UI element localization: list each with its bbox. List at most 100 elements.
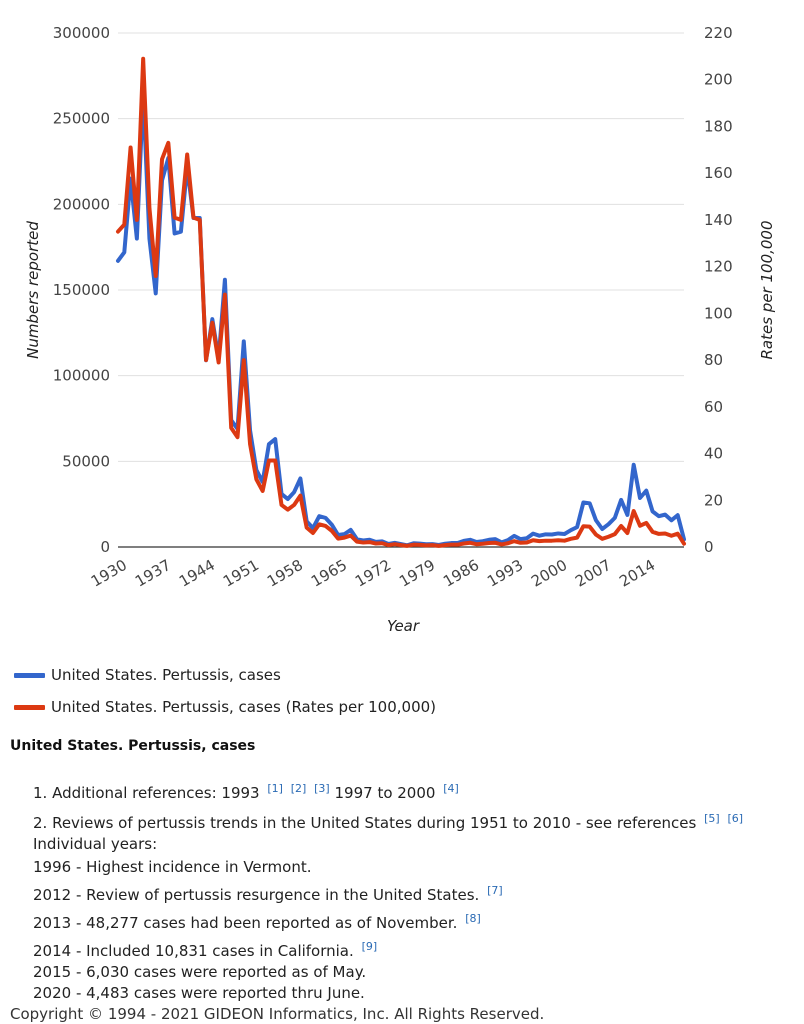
data-point[interactable] <box>644 521 648 525</box>
data-point[interactable] <box>286 508 290 512</box>
data-point[interactable] <box>651 530 655 534</box>
data-point[interactable] <box>651 509 655 513</box>
data-point[interactable] <box>613 532 617 536</box>
data-point[interactable] <box>625 513 629 517</box>
data-point[interactable] <box>317 514 321 518</box>
data-point[interactable] <box>122 223 126 227</box>
data-point[interactable] <box>443 543 447 547</box>
data-point[interactable] <box>317 522 321 526</box>
data-point[interactable] <box>537 539 541 543</box>
data-point[interactable] <box>412 543 416 547</box>
reference-link-9[interactable]: [9] <box>361 940 378 953</box>
data-point[interactable] <box>468 541 472 545</box>
data-point[interactable] <box>594 533 598 537</box>
data-point[interactable] <box>242 358 246 362</box>
data-point[interactable] <box>393 542 397 546</box>
data-point[interactable] <box>657 532 661 536</box>
data-point[interactable] <box>147 206 151 210</box>
data-point[interactable] <box>349 528 353 532</box>
data-point[interactable] <box>550 532 554 536</box>
data-point[interactable] <box>418 543 422 547</box>
data-point[interactable] <box>449 543 453 547</box>
data-point[interactable] <box>223 293 227 297</box>
data-point[interactable] <box>210 321 214 325</box>
data-point[interactable] <box>669 518 673 522</box>
data-point[interactable] <box>569 528 573 532</box>
data-point[interactable] <box>638 524 642 528</box>
data-point[interactable] <box>179 218 183 222</box>
data-point[interactable] <box>556 531 560 535</box>
data-point[interactable] <box>235 435 239 439</box>
data-point[interactable] <box>229 426 233 430</box>
data-point[interactable] <box>261 489 265 493</box>
data-point[interactable] <box>210 317 214 321</box>
data-point[interactable] <box>493 537 497 541</box>
data-point[interactable] <box>298 494 302 498</box>
data-point[interactable] <box>462 542 466 546</box>
data-point[interactable] <box>575 536 579 540</box>
data-point[interactable] <box>663 531 667 535</box>
data-point[interactable] <box>682 542 686 546</box>
data-point[interactable] <box>657 514 661 518</box>
reference-link-1[interactable]: [1] <box>267 782 283 795</box>
data-point[interactable] <box>607 522 611 526</box>
data-point[interactable] <box>135 237 139 241</box>
data-point[interactable] <box>588 501 592 505</box>
data-point[interactable] <box>518 541 522 545</box>
data-point[interactable] <box>273 437 277 441</box>
data-point[interactable] <box>632 509 636 513</box>
data-point[interactable] <box>254 477 258 481</box>
data-point[interactable] <box>506 541 510 545</box>
data-point[interactable] <box>305 526 309 530</box>
data-point[interactable] <box>437 544 441 548</box>
data-point[interactable] <box>311 531 315 535</box>
data-point[interactable] <box>405 544 409 548</box>
reference-link-6[interactable]: [6] <box>727 812 744 825</box>
data-point[interactable] <box>607 535 611 539</box>
data-point[interactable] <box>632 463 636 467</box>
data-point[interactable] <box>129 145 133 149</box>
data-point[interactable] <box>550 539 554 543</box>
data-point[interactable] <box>430 543 434 547</box>
data-point[interactable] <box>600 537 604 541</box>
reference-link-7[interactable]: [7] <box>487 884 503 897</box>
data-point[interactable] <box>242 339 246 343</box>
data-point[interactable] <box>474 542 478 546</box>
data-point[interactable] <box>185 152 189 156</box>
data-point[interactable] <box>456 543 460 547</box>
data-point[interactable] <box>217 360 221 364</box>
data-point[interactable] <box>613 516 617 520</box>
data-point[interactable] <box>619 498 623 502</box>
data-point[interactable] <box>204 358 208 362</box>
data-point[interactable] <box>361 541 365 545</box>
data-point[interactable] <box>644 489 648 493</box>
data-point[interactable] <box>588 525 592 529</box>
data-point[interactable] <box>386 543 390 547</box>
reference-link-4[interactable]: [4] <box>443 782 459 795</box>
data-point[interactable] <box>324 524 328 528</box>
data-point[interactable] <box>525 536 529 540</box>
data-point[interactable] <box>537 534 541 538</box>
data-point[interactable] <box>160 157 164 161</box>
data-point[interactable] <box>368 540 372 544</box>
data-point[interactable] <box>663 513 667 517</box>
data-point[interactable] <box>676 532 680 536</box>
data-point[interactable] <box>154 274 158 278</box>
data-point[interactable] <box>575 525 579 529</box>
data-point[interactable] <box>223 278 227 282</box>
data-point[interactable] <box>173 216 177 220</box>
data-point[interactable] <box>638 496 642 500</box>
data-point[interactable] <box>531 538 535 542</box>
data-point[interactable] <box>563 539 567 543</box>
reference-link-2[interactable]: [2] <box>290 782 307 795</box>
data-point[interactable] <box>374 542 378 546</box>
data-point[interactable] <box>198 218 202 222</box>
data-point[interactable] <box>512 534 516 538</box>
data-point[interactable] <box>116 230 120 234</box>
data-point[interactable] <box>531 532 535 536</box>
data-point[interactable] <box>330 523 334 527</box>
data-point[interactable] <box>512 539 516 543</box>
data-point[interactable] <box>280 503 284 507</box>
legend-item-rates[interactable]: United States. Pertussis, cases (Rates p… <box>14 692 436 722</box>
data-point[interactable] <box>116 259 120 263</box>
